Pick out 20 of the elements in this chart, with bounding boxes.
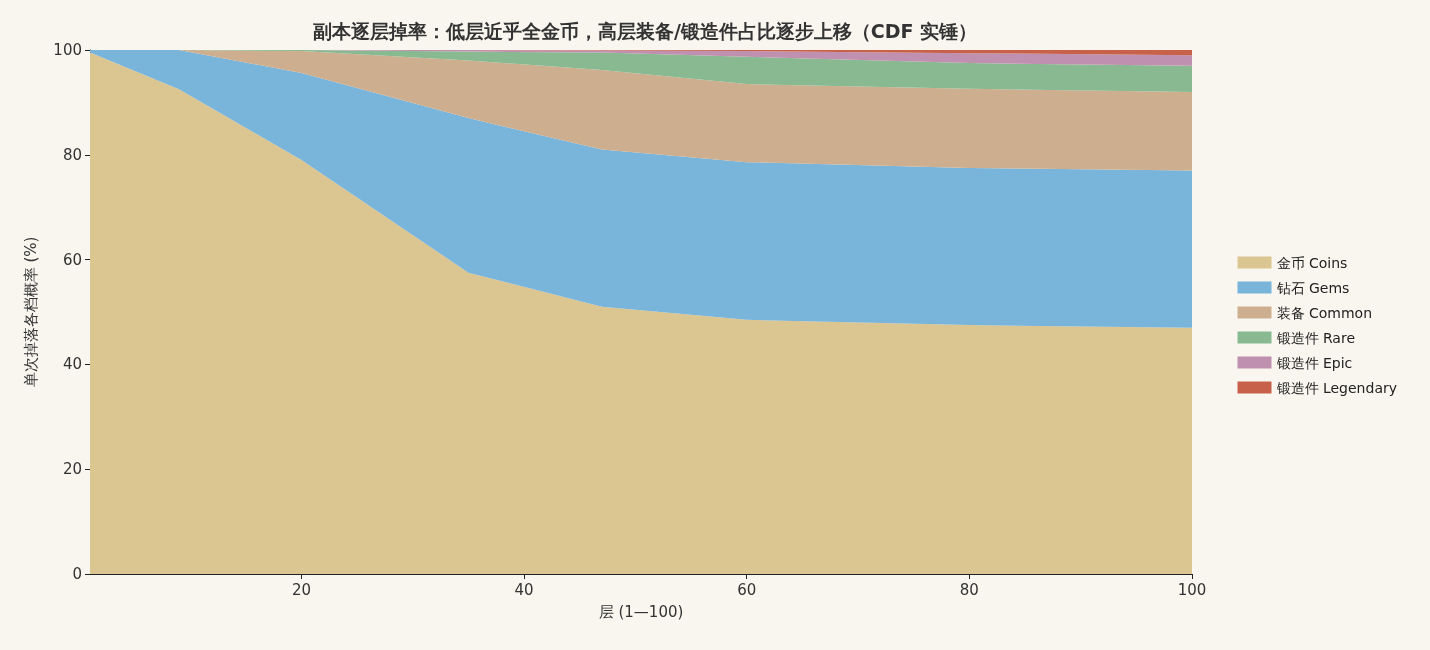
y-tick-label: 60 [62, 250, 82, 269]
x-tick-label: 80 [959, 580, 979, 599]
legend-label: 锻造件 Rare [1275, 329, 1356, 346]
legend-label: 装备 Common [1276, 304, 1373, 321]
y-tick-label: 20 [62, 460, 82, 479]
x-tick-label: 60 [737, 580, 757, 599]
y-tick-label: 100 [53, 41, 82, 59]
x-axis-title: 层 (1—100) [598, 602, 684, 621]
legend-label: 锻造件 Epic [1275, 354, 1353, 371]
x-tick-label: 20 [291, 580, 312, 599]
y-axis-title: 单次掉落各档概率 (%) [21, 236, 40, 388]
y-tick-label: 0 [72, 565, 82, 583]
legend-label: 金币 Coins [1276, 254, 1348, 271]
x-tick-label: 100 [1177, 580, 1207, 599]
y-tick-label: 40 [62, 355, 82, 374]
legend-label: 钻石 Gems [1275, 279, 1350, 296]
y-tick-label: 80 [62, 145, 82, 164]
chart-title: 副本逐层掉率：低层近乎全金币，高层装备/锻造件占比逐步上移（CDF 实锤） [312, 19, 978, 42]
x-tick-label: 40 [514, 580, 534, 599]
legend-label: 锻造件 Legendary [1275, 379, 1397, 396]
